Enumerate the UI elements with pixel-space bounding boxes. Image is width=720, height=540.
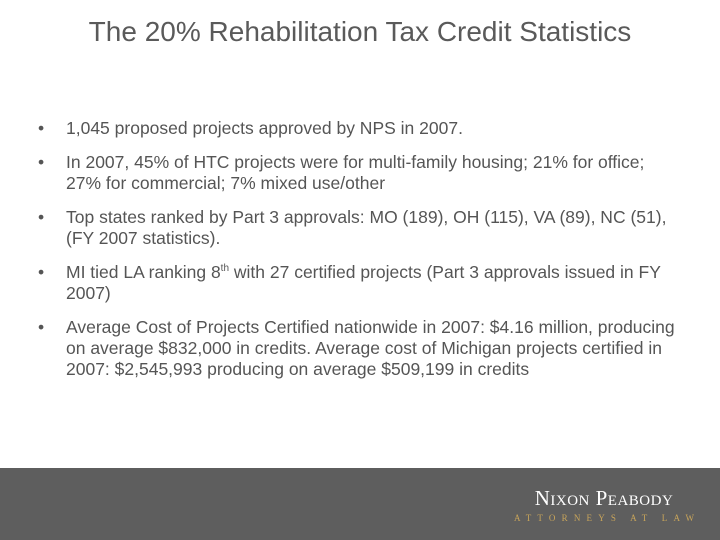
bullet-item: • Top states ranked by Part 3 approvals:… (0, 207, 720, 249)
bullet-marker: • (38, 207, 45, 227)
bullet-item: • 1,045 proposed projects approved by NP… (0, 118, 720, 139)
bullet-marker: • (38, 317, 45, 337)
bullet-marker: • (38, 118, 45, 138)
bullet-list: • 1,045 proposed projects approved by NP… (0, 118, 720, 380)
bullet-marker: • (38, 152, 45, 172)
footer-bar: Nixon Peabody ATTORNEYS AT LAW (0, 468, 720, 540)
slide-title: The 20% Rehabilitation Tax Credit Statis… (88, 16, 632, 47)
bullet-text: Average Cost of Projects Certified natio… (66, 317, 675, 379)
bullet-text-before: MI tied LA ranking 8 (66, 262, 221, 282)
bullet-text: 1,045 proposed projects approved by NPS … (66, 118, 463, 138)
logo-name: Nixon Peabody (534, 486, 674, 510)
logo-tagline: ATTORNEYS AT LAW (514, 513, 701, 523)
bullet-item: • In 2007, 45% of HTC projects were for … (0, 152, 720, 194)
bullet-text: In 2007, 45% of HTC projects were for mu… (66, 152, 645, 193)
bullet-text: Top states ranked by Part 3 approvals: M… (66, 207, 667, 248)
firm-logo: Nixon Peabody ATTORNEYS AT LAW (514, 486, 694, 524)
bullet-item: • Average Cost of Projects Certified nat… (0, 317, 720, 380)
ordinal-superscript: th (220, 263, 230, 275)
bullet-text-after: with 27 certified projects (Part 3 appro… (66, 262, 661, 303)
bullet-item: • MI tied LA ranking 8th with 27 certifi… (0, 262, 720, 304)
bullet-marker: • (38, 262, 45, 282)
